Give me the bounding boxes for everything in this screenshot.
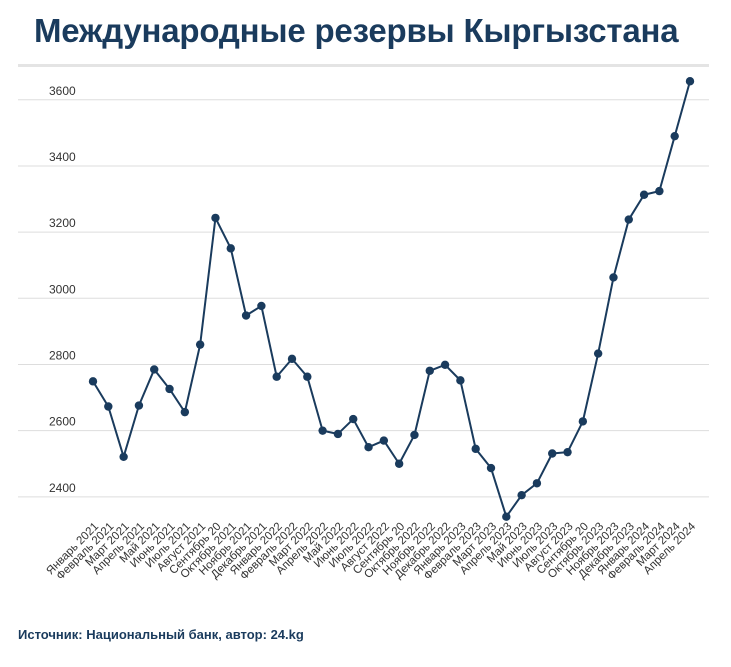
data-point <box>226 244 235 253</box>
data-points <box>88 77 695 521</box>
data-point <box>241 311 251 320</box>
data-point <box>272 372 281 381</box>
y-tick-label: 2600 <box>49 415 76 429</box>
data-point <box>211 213 220 223</box>
data-point <box>655 186 664 196</box>
y-tick-label: 3400 <box>49 150 76 164</box>
data-point <box>456 376 465 385</box>
data-point <box>502 512 511 521</box>
data-point <box>303 372 312 381</box>
source-note: Источник: Национальный банк, автор: 24.k… <box>18 627 304 642</box>
data-point <box>195 340 205 349</box>
data-point <box>379 436 389 445</box>
data-point <box>548 449 557 458</box>
data-point <box>364 443 373 452</box>
data-point <box>670 131 679 141</box>
data-point <box>410 430 419 440</box>
y-axis-ticks: 2400 2600 2800 3000 3200 3400 3600 <box>49 84 76 495</box>
data-point <box>88 377 98 386</box>
title-divider <box>18 64 709 67</box>
y-tick-label: 3600 <box>49 84 76 98</box>
data-point <box>333 429 343 439</box>
data-point <box>593 349 603 358</box>
data-point <box>180 407 190 417</box>
data-point <box>257 301 266 311</box>
data-point <box>578 417 588 426</box>
y-tick-label: 3000 <box>49 282 76 296</box>
data-point <box>134 401 144 410</box>
data-point <box>119 452 128 462</box>
data-point <box>104 402 113 411</box>
y-tick-label: 2400 <box>49 481 76 495</box>
data-point <box>609 273 618 282</box>
data-point <box>318 426 327 435</box>
data-point <box>287 354 297 364</box>
data-point <box>425 366 434 375</box>
data-point <box>150 365 159 374</box>
chart-title: Международные резервы Кыргызстана <box>34 12 679 49</box>
data-point <box>563 447 572 457</box>
data-point <box>685 77 695 86</box>
series-line <box>92 80 691 518</box>
data-point <box>639 190 649 199</box>
data-point <box>624 215 633 224</box>
data-point <box>517 490 526 500</box>
data-point <box>486 463 496 473</box>
data-point <box>532 479 542 488</box>
data-point <box>394 459 404 468</box>
gridlines <box>18 99 709 498</box>
data-point <box>165 384 174 394</box>
data-point <box>440 360 450 370</box>
y-tick-label: 2800 <box>49 348 76 362</box>
y-tick-label: 3200 <box>49 216 76 230</box>
data-point <box>349 414 358 424</box>
series-line-path <box>92 80 691 518</box>
data-point <box>471 444 480 454</box>
